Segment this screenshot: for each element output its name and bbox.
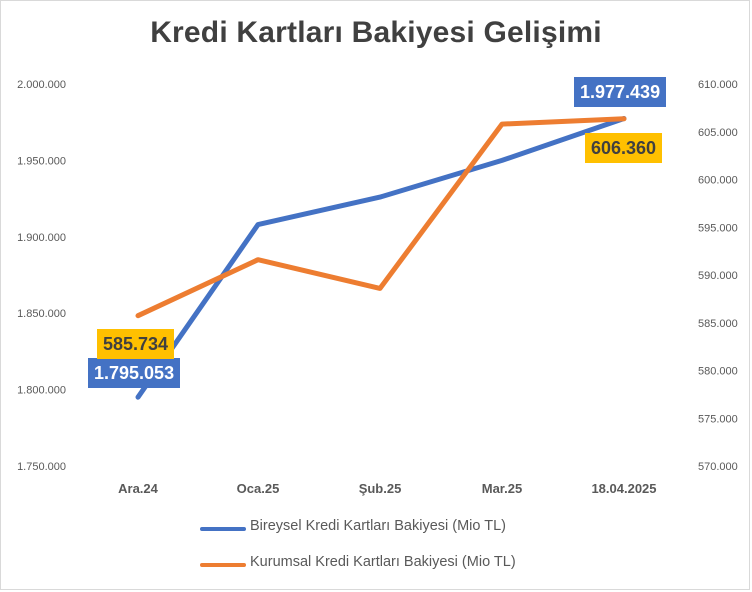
left-tick-label: 1.800.000 (17, 385, 66, 397)
series-line-bireysel (135, 116, 627, 400)
right-tick-label: 610.000 (698, 79, 738, 91)
chart-title: Kredi Kartları Bakiyesi Gelişimi (150, 16, 602, 49)
right-tick-label: 605.000 (698, 127, 738, 139)
x-tick-label: Ara.24 (118, 481, 159, 496)
x-tick-label: 18.04.2025 (591, 481, 656, 496)
data-label: 606.360 (585, 133, 663, 163)
left-tick-label: 1.900.000 (17, 232, 66, 244)
data-label: 1.977.439 (574, 77, 667, 107)
right-tick-label: 575.000 (698, 413, 738, 425)
right-tick-label: 600.000 (698, 175, 738, 187)
left-tick-label: 1.950.000 (17, 155, 66, 167)
right-tick-label: 580.000 (698, 366, 738, 378)
legend-swatch-kurumsal (200, 563, 246, 567)
x-tick-label: Mar.25 (482, 481, 522, 496)
left-axis-ticks: 2.000.000 1.950.000 1.900.000 1.850.000 1.80… (17, 79, 66, 473)
right-tick-label: 570.000 (698, 461, 738, 473)
right-tick-label: 585.000 (698, 318, 738, 330)
legend-swatch-bireysel (200, 527, 246, 531)
right-axis-ticks: 610.000 605.000 600.000 595.000 590.000 585.0… (698, 79, 738, 473)
series-line-kurumsal (135, 116, 627, 319)
data-label: 1.795.053 (88, 358, 181, 388)
data-label: 585.734 (97, 329, 175, 359)
series-lines (135, 116, 627, 400)
legend-label-kurumsal: Kurumsal Kredi Kartları Bakiyesi (Mio TL… (250, 554, 516, 570)
right-tick-label: 595.000 (698, 222, 738, 234)
x-axis-ticks: Ara.24 Oca.25 Şub.25 Mar.25 18.04.2025 (118, 481, 656, 496)
left-tick-label: 1.850.000 (17, 308, 66, 320)
x-tick-label: Oca.25 (237, 481, 280, 496)
left-tick-label: 1.750.000 (17, 461, 66, 473)
left-tick-label: 2.000.000 (17, 79, 66, 91)
legend-label-bireysel: Bireysel Kredi Kartları Bakiyesi (Mio TL… (250, 518, 506, 534)
right-tick-label: 590.000 (698, 270, 738, 282)
x-tick-label: Şub.25 (359, 481, 402, 496)
